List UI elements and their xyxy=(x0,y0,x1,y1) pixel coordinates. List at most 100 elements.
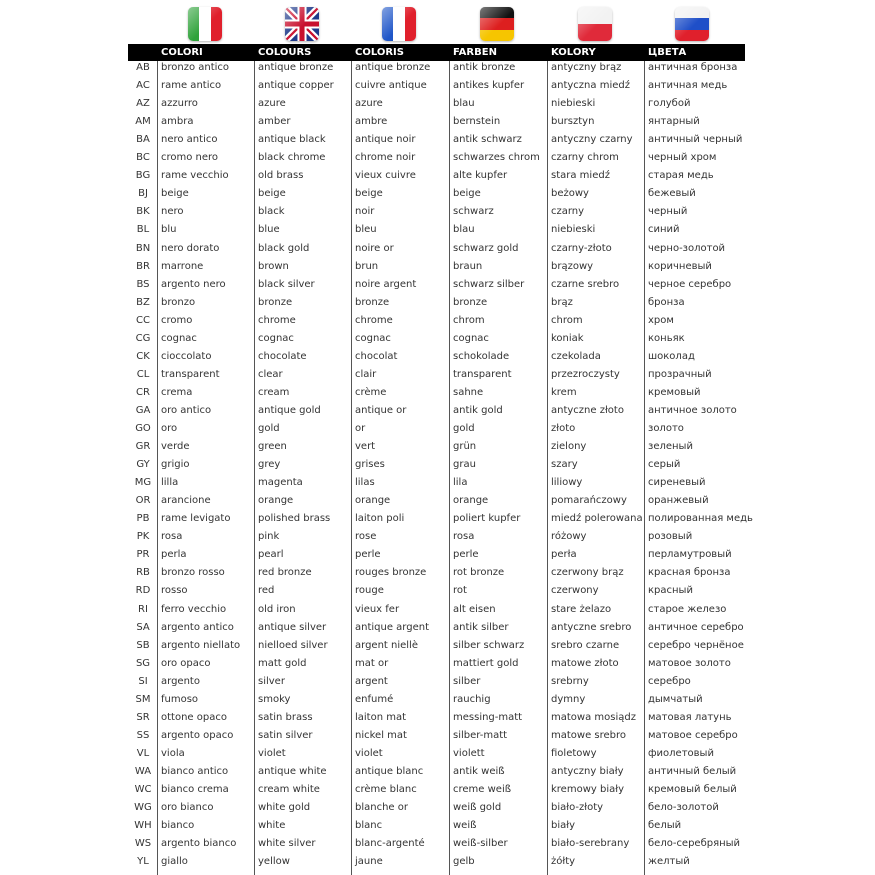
color-code: CR xyxy=(136,386,150,398)
color-name: antique copper xyxy=(258,80,334,92)
table-row: GO oro gold or gold złoto золото xyxy=(0,420,875,438)
color-name: серебро чернёное xyxy=(648,639,744,651)
color-name: beige xyxy=(161,188,189,200)
color-name: noir xyxy=(355,206,375,218)
column-divider xyxy=(449,61,450,875)
color-code: GA xyxy=(135,404,151,416)
color-name: античная медь xyxy=(648,80,728,92)
color-code: CK xyxy=(136,350,150,362)
color-name: красный xyxy=(648,585,693,597)
color-name: grises xyxy=(355,459,385,471)
color-name: argento nero xyxy=(161,278,226,290)
color-name: серебро xyxy=(648,675,691,687)
color-name: bianco xyxy=(161,820,195,832)
color-name: bianco crema xyxy=(161,784,229,795)
color-name: crème blanc xyxy=(355,784,417,795)
color-name: vieux fer xyxy=(355,603,400,615)
color-name: antique black xyxy=(258,134,326,146)
color-name: kremowy biały xyxy=(551,784,624,795)
table-row: SG oro opaco matt gold mat or mattiert gold m… xyxy=(0,655,875,673)
color-name: krem xyxy=(551,386,577,398)
table-row: CL transparent clear clair transparent przezr… xyxy=(0,366,875,384)
color-name: crema xyxy=(161,386,193,398)
color-name: antyczny czarny xyxy=(551,134,633,146)
color-name: antik schwarz xyxy=(453,134,522,146)
color-name: bronze xyxy=(355,296,390,308)
color-name: antik weiß xyxy=(453,765,505,777)
color-name: полированная медь xyxy=(648,513,753,525)
color-name: cognac xyxy=(258,332,294,344)
color-name: alte kupfer xyxy=(453,170,508,182)
color-code: PR xyxy=(136,549,150,561)
color-name: złoto xyxy=(551,423,576,434)
color-name: коричневый xyxy=(648,260,712,272)
table-row: PR perla pearl perle perle perła перламутровый xyxy=(0,546,875,564)
color-name: oro xyxy=(161,423,178,434)
color-name: кремовый белый xyxy=(648,784,737,795)
table-row: WG oro bianco white gold blanche or weiß gol… xyxy=(0,799,875,817)
table-row: AM ambra amber ambre bernstein bursztyn янтарн… xyxy=(0,113,875,131)
color-name: jaune xyxy=(355,856,383,868)
color-name: bursztyn xyxy=(551,116,595,128)
color-name: rosso xyxy=(161,585,188,597)
table-row: VL viola violet violet violett fioletowy фиоле… xyxy=(0,745,875,763)
color-name: weiß gold xyxy=(453,802,502,814)
color-name: chrom xyxy=(453,314,485,326)
color-name: bronzo rosso xyxy=(161,567,225,579)
table-row: BR marrone brown brun braun brązowy коричневый xyxy=(0,258,875,276)
table-row: SI argento silver argent silber srebrny серебр… xyxy=(0,673,875,691)
color-name: niebieski xyxy=(551,224,596,236)
color-code: CL xyxy=(136,368,150,380)
color-name: матовое серебро xyxy=(648,729,738,741)
color-name: antique bronze xyxy=(258,62,334,73)
color-name: blanc-argenté xyxy=(355,838,425,850)
color-name: rouges bronze xyxy=(355,567,427,579)
color-name: vert xyxy=(355,441,376,453)
color-code: AM xyxy=(135,116,151,128)
color-name: antique noir xyxy=(355,134,416,146)
table-row: AZ azzurro azure azure blau niebieski голубой xyxy=(0,95,875,113)
color-code: SR xyxy=(136,711,150,723)
table-row: SS argento opaco satin silver nickel mat sil… xyxy=(0,727,875,745)
france-flag-icon xyxy=(382,7,416,41)
color-name: brown xyxy=(258,260,289,272)
table-row: SM fumoso smoky enfumé rauchig dymny дымчатый xyxy=(0,691,875,709)
color-name: satin brass xyxy=(258,711,313,723)
color-name: antyczne złoto xyxy=(551,404,624,416)
table-row: AC rame antico antique copper cuivre antiqu… xyxy=(0,77,875,95)
color-name: srebrny xyxy=(551,675,589,687)
color-name: blanche or xyxy=(355,802,408,814)
color-name: biało-serebrany xyxy=(551,838,630,850)
table-row: BL blu blue bleu blau niebieski синий xyxy=(0,221,875,239)
color-name: серый xyxy=(648,459,681,471)
color-name: oro bianco xyxy=(161,802,214,814)
table-row: BG rame vecchio old brass vieux cuivre alte … xyxy=(0,167,875,185)
color-code: BN xyxy=(135,242,151,254)
color-name: перламутровый xyxy=(648,549,732,561)
color-name: старое железо xyxy=(648,603,727,615)
column-header: KOLORY xyxy=(551,47,596,58)
color-name: gelb xyxy=(453,856,475,868)
color-code: RB xyxy=(136,567,150,579)
color-name: chrome noir xyxy=(355,152,416,164)
table-row: RB bronzo rosso red bronze rouges bronze rot… xyxy=(0,564,875,582)
color-name: античный черный xyxy=(648,134,743,146)
color-name: schwarz xyxy=(453,206,494,218)
color-name: beige xyxy=(258,188,286,200)
color-name: bronzo antico xyxy=(161,62,230,73)
color-name: antique silver xyxy=(258,621,327,633)
column-divider xyxy=(254,61,255,875)
table-header: COLORI COLOURS COLORIS FARBEN KOLORY ЦВЕТА xyxy=(128,44,745,61)
table-row: PB rame levigato polished brass laiton poli… xyxy=(0,510,875,528)
color-code: PK xyxy=(136,531,150,543)
color-name: bronze xyxy=(258,296,293,308)
color-code: VL xyxy=(136,747,150,759)
color-name: nero xyxy=(161,206,184,218)
color-name: white silver xyxy=(258,838,316,850)
table-row: OR arancione orange orange orange pomarańczow… xyxy=(0,492,875,510)
color-name: red bronze xyxy=(258,567,312,579)
color-code: SA xyxy=(136,621,150,633)
color-name: pearl xyxy=(258,549,284,561)
color-code: SS xyxy=(136,729,150,741)
color-name: smoky xyxy=(258,693,291,705)
